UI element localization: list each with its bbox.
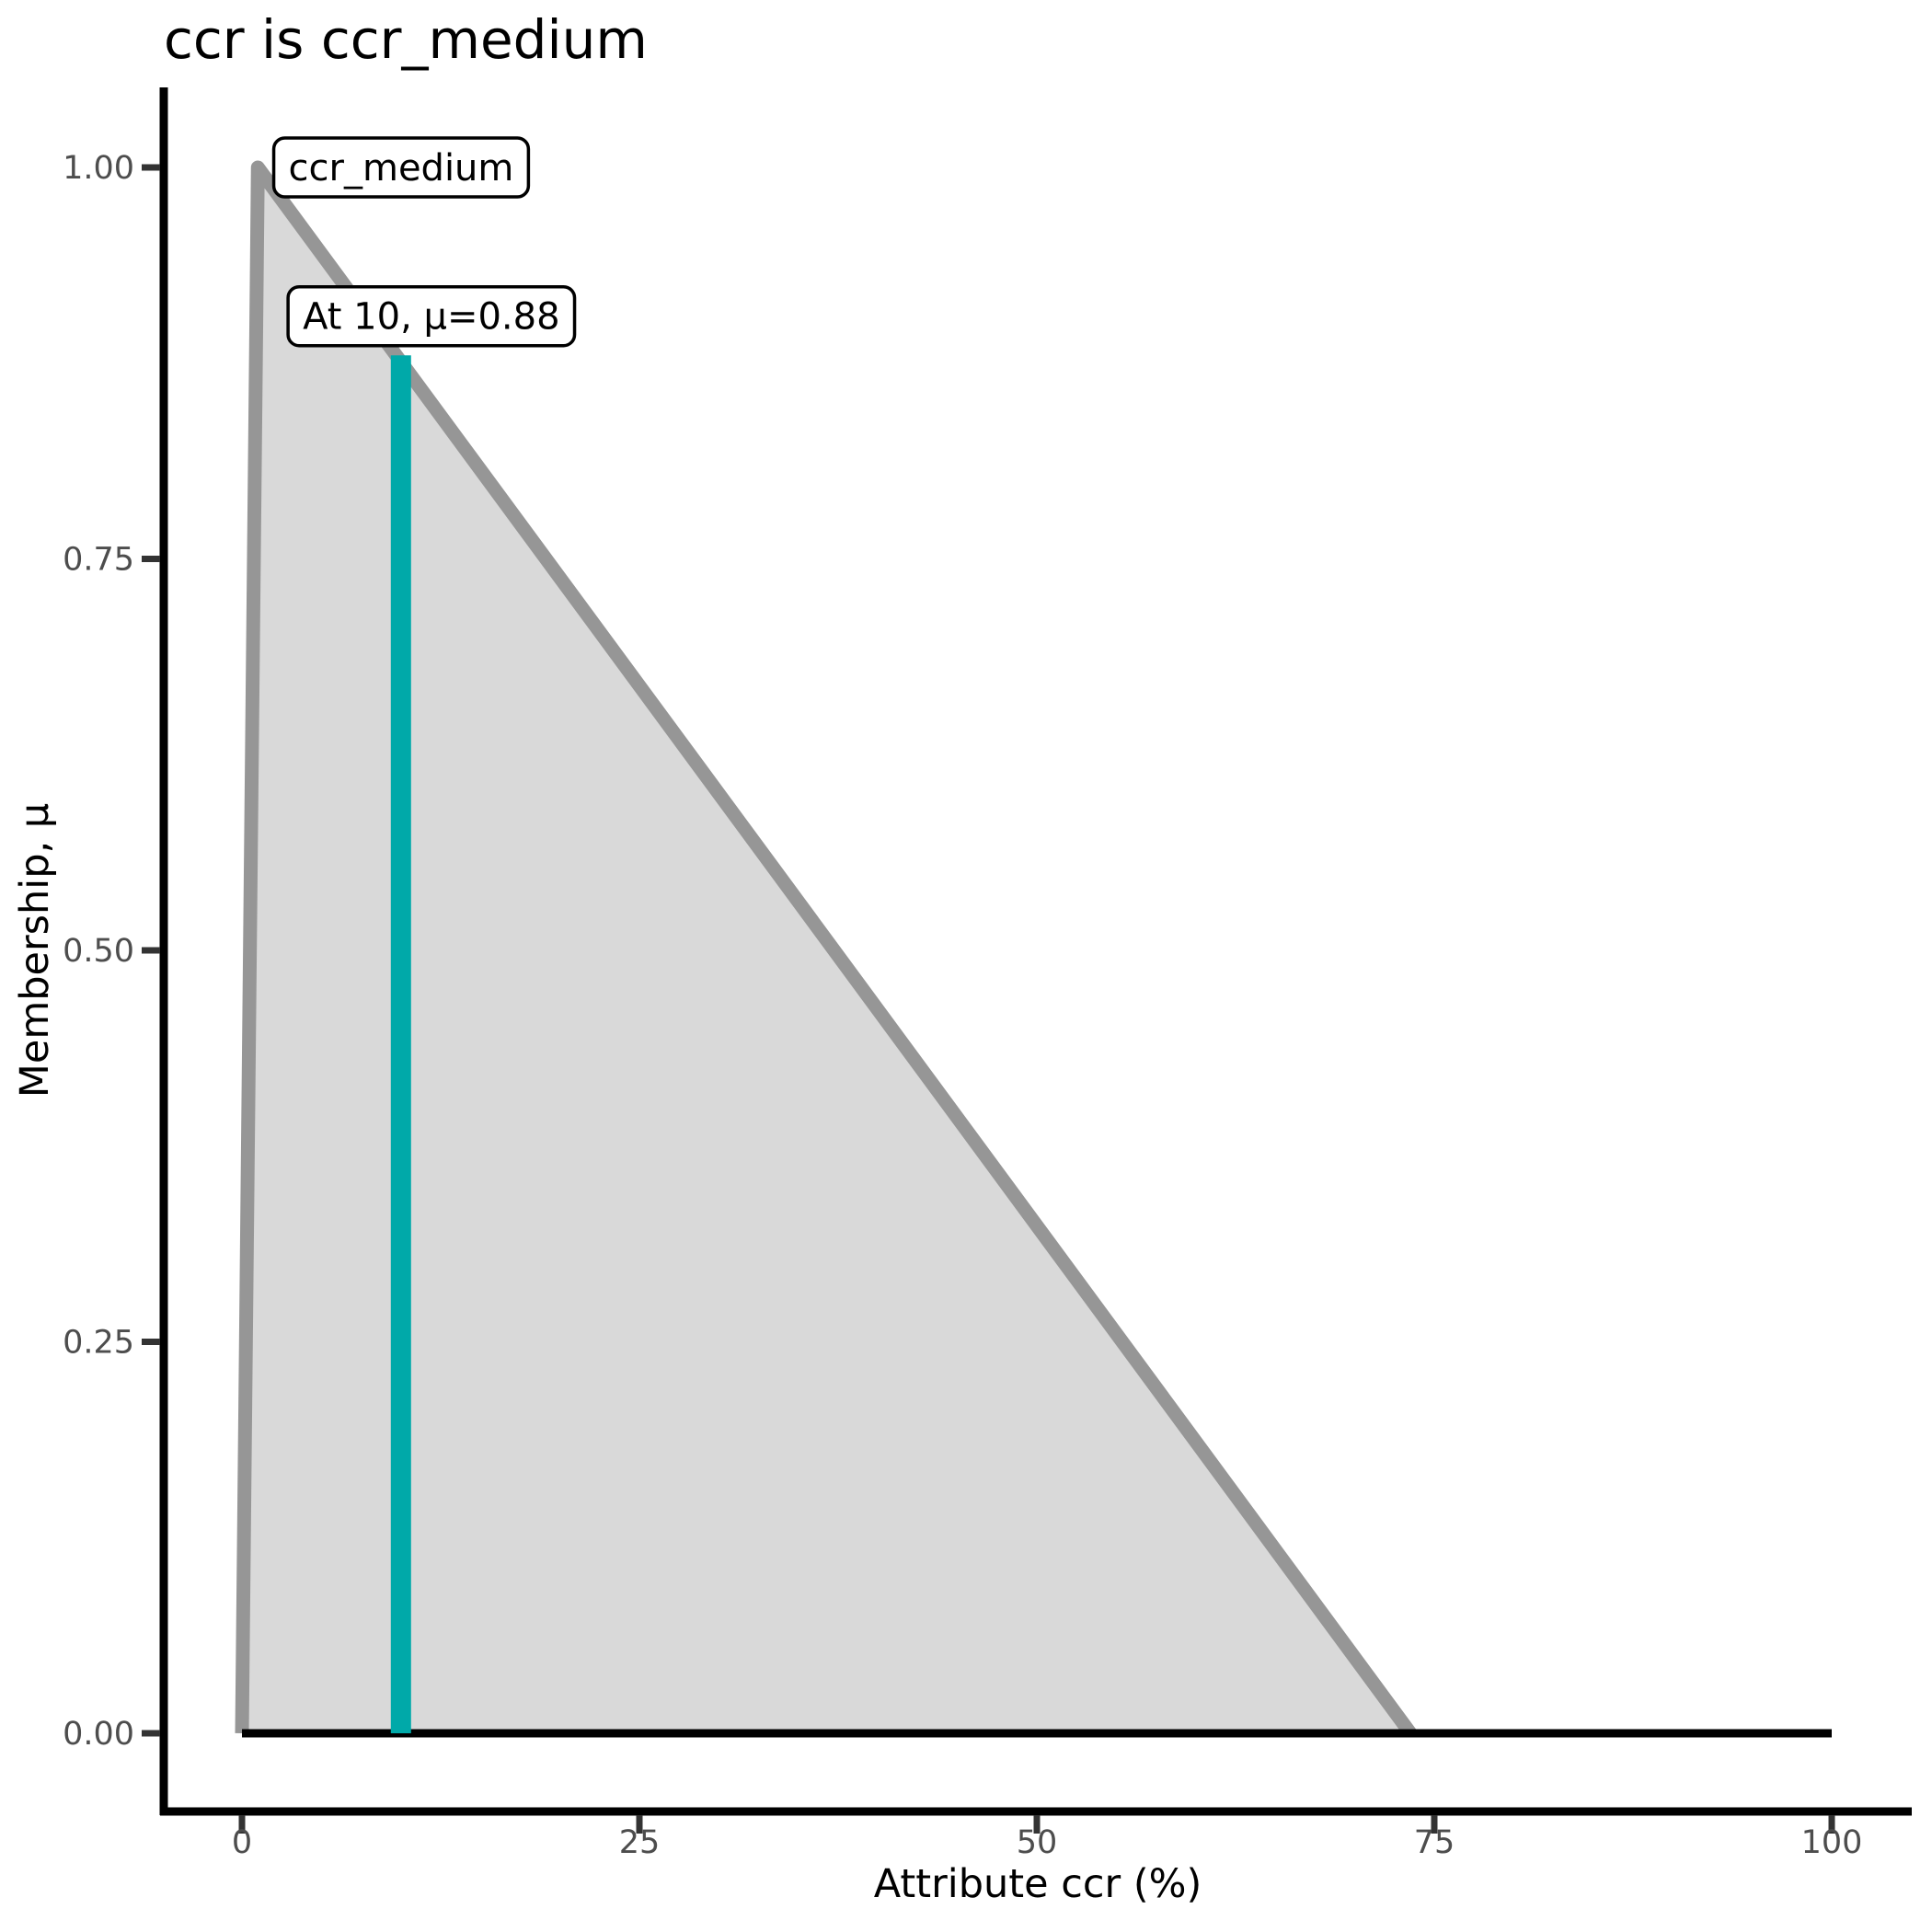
x-tick-label: 75: [1414, 1824, 1455, 1861]
y-axis-ticks: 0.00 0.25 0.50 0.75 1.00: [63, 150, 160, 1753]
x-tick-label: 0: [232, 1824, 252, 1861]
membership-outline: [235, 160, 1417, 1738]
x-axis-title: Attribute ccr (%): [874, 1861, 1202, 1907]
y-tick-label: 0.50: [63, 933, 134, 970]
x-tick-label: 50: [1017, 1824, 1058, 1861]
x-tick-label: 100: [1801, 1824, 1863, 1861]
activation-annotation: At 10, μ=0.88: [286, 284, 577, 348]
chart-title: ccr is ccr_medium: [164, 8, 648, 71]
x-axis-ticks: 0 25 50 75 100: [232, 1815, 1863, 1861]
x-tick-label: 25: [619, 1824, 661, 1861]
y-axis-title: Membership, μ: [12, 803, 58, 1098]
y-tick-label: 0.00: [63, 1716, 134, 1753]
activation-annotation-box: [286, 284, 577, 348]
set-name-annotation-box: [271, 136, 531, 199]
y-tick-label: 1.00: [63, 150, 134, 187]
set-name-annotation-label: ccr_medium: [289, 147, 514, 190]
set-name-annotation: ccr_medium: [271, 136, 531, 199]
y-tick-label: 0.75: [63, 542, 134, 579]
activation-annotation-label: At 10, μ=0.88: [303, 296, 559, 339]
y-tick-label: 0.25: [63, 1325, 134, 1362]
